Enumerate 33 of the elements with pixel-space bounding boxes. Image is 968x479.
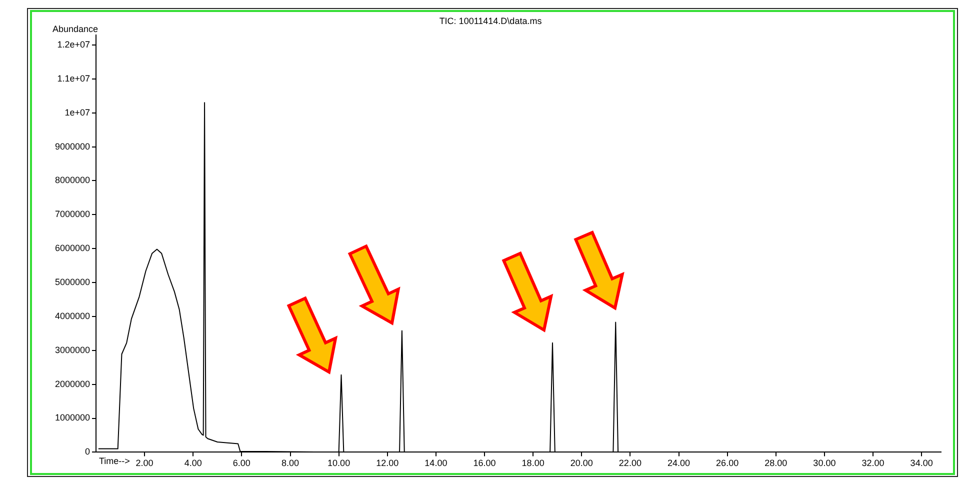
y-tick-label: 6000000 <box>54 243 90 254</box>
y-tick-label: 3000000 <box>54 344 90 355</box>
x-tick-label: 4.00 <box>184 458 202 468</box>
x-tick-label: 8.00 <box>281 458 300 468</box>
y-tick-label: 4000000 <box>54 310 90 321</box>
y-tick-label: 1.1e+07 <box>57 73 90 84</box>
x-tick-label: 6.00 <box>232 458 250 468</box>
x-tick-label: 2.00 <box>136 458 154 468</box>
y-tick-label: 0 <box>84 446 90 457</box>
x-tick-label: 32.00 <box>862 458 884 468</box>
x-tick-label: 20.00 <box>570 458 593 468</box>
x-tick-label: 10.00 <box>328 458 350 468</box>
x-tick-label: 30.00 <box>813 458 836 468</box>
y-axis-title: Abundance <box>52 24 98 34</box>
x-tick-label: 34.00 <box>910 458 933 468</box>
x-tick-label: 18.00 <box>522 458 544 468</box>
chart-title: TIC: 10011414.D\data.ms <box>439 16 542 26</box>
y-tick-label: 8000000 <box>54 175 90 186</box>
y-tick-label: 9000000 <box>54 141 90 152</box>
x-tick-label: 16.00 <box>473 458 496 468</box>
y-tick-label: 5000000 <box>54 277 90 288</box>
y-tick-label: 1.2e+07 <box>57 39 90 50</box>
x-tick-label: 24.00 <box>667 458 690 468</box>
x-tick-label: 26.00 <box>716 458 739 468</box>
y-tick-label: 1e+07 <box>64 107 90 118</box>
y-tick-label: 7000000 <box>54 209 90 220</box>
x-axis-title: Time--> <box>99 456 130 466</box>
x-tick-label: 14.00 <box>424 458 448 468</box>
y-tick-label: 1000000 <box>54 412 90 423</box>
x-tick-label: 28.00 <box>764 458 788 468</box>
x-tick-label: 12.00 <box>376 458 399 468</box>
x-tick-label: 22.00 <box>618 458 642 468</box>
y-tick-label: 2000000 <box>54 378 90 389</box>
